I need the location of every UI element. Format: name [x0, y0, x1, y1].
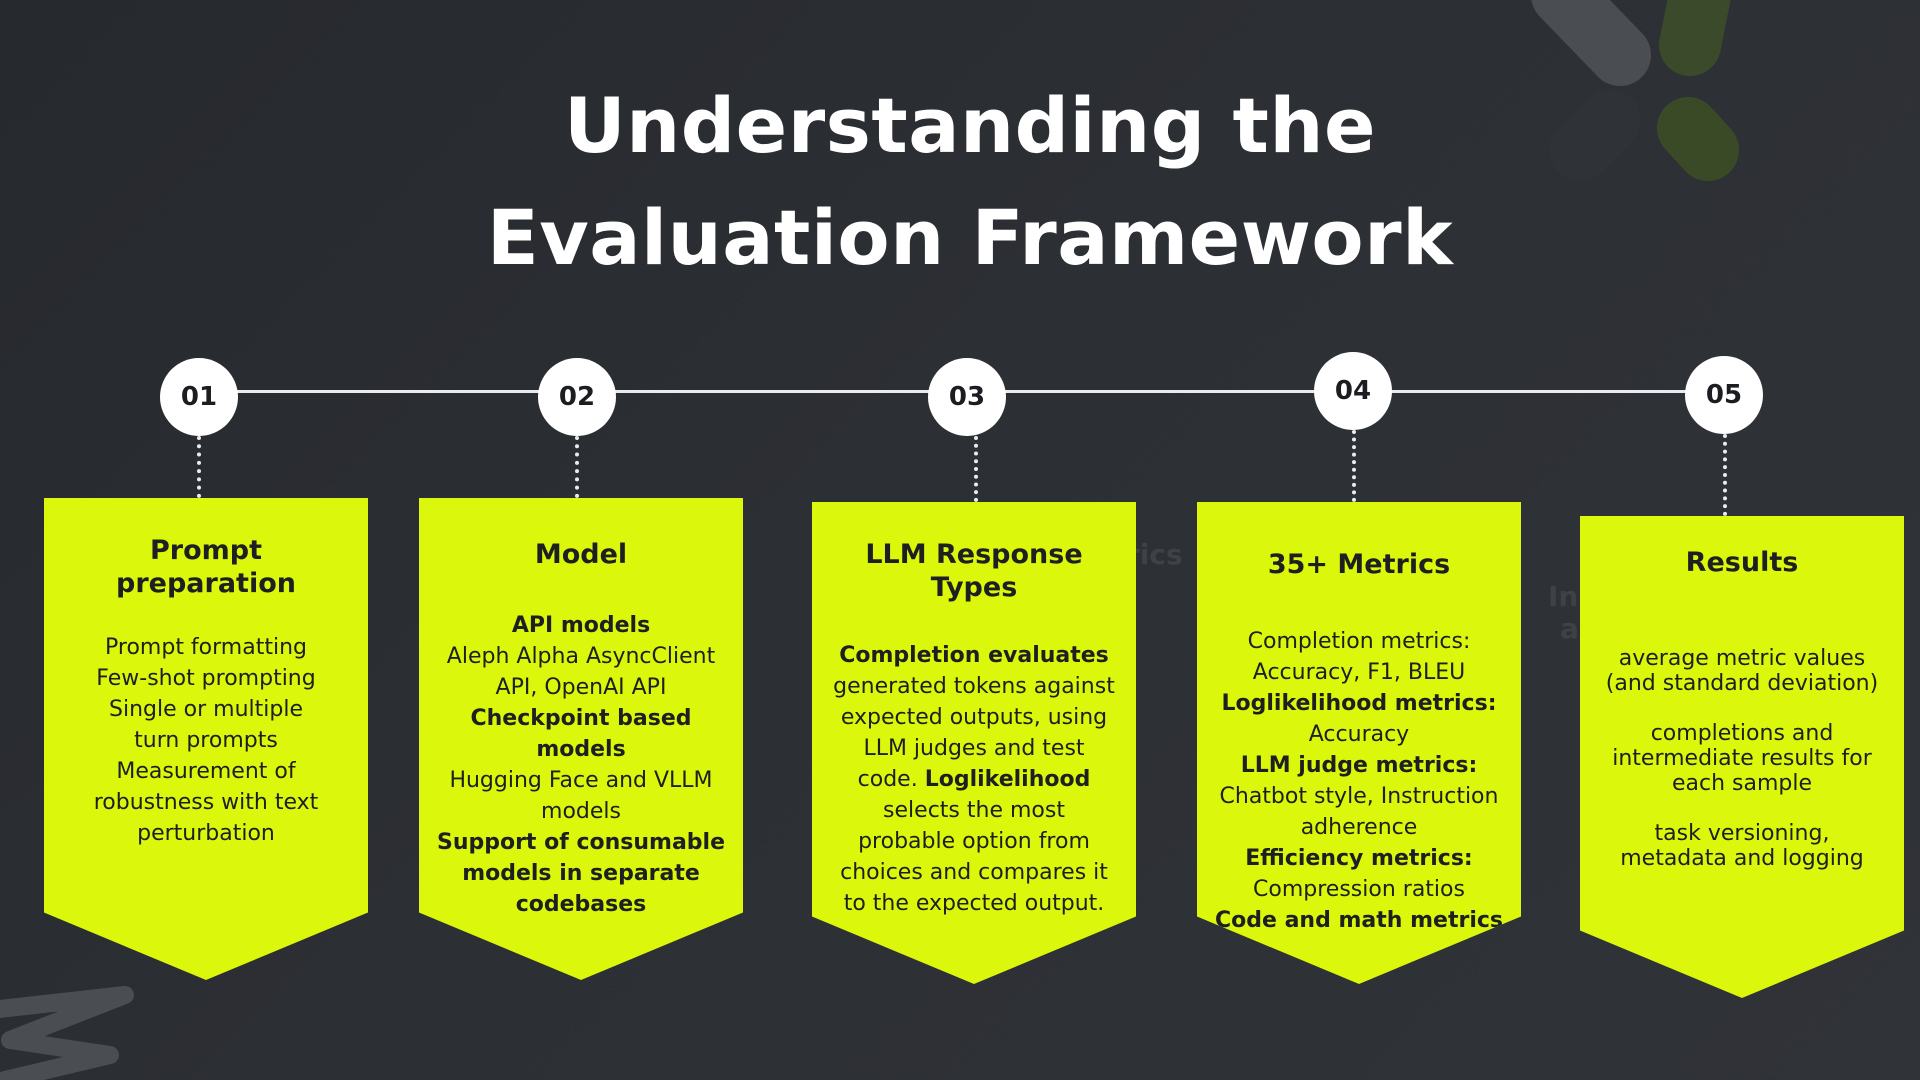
card-line: Prompt formatting — [105, 635, 307, 660]
card-line: average metric values — [1618, 646, 1866, 671]
card-line: API, OpenAI API — [495, 675, 667, 700]
step-connector-03 — [974, 436, 978, 502]
card-line: Accuracy, F1, BLEU — [1252, 660, 1466, 685]
card-line: each sample — [1671, 771, 1813, 796]
card-line: LLM judges and test — [863, 736, 1085, 761]
card-line: Hugging Face and VLLM — [449, 768, 713, 793]
card-line: generated tokens against — [833, 674, 1115, 699]
card-paragraph: completions and intermediate results for… — [1590, 721, 1894, 796]
background-text-fragment: a — [1560, 612, 1579, 645]
card-line: models in separate — [462, 861, 700, 886]
card-line: Compression ratios — [1253, 877, 1465, 902]
card-paragraph: task versioning, metadata and logging — [1590, 821, 1894, 871]
card-body: Completion metrics: Accuracy, F1, BLEU L… — [1207, 626, 1511, 936]
background-text-fragment: In — [1548, 580, 1579, 613]
card-line: turn prompts — [134, 728, 278, 753]
card-line: perturbation — [137, 821, 275, 846]
step-connector-04 — [1352, 430, 1356, 502]
step-number-01: 01 — [160, 358, 238, 436]
card-line: completions and — [1650, 721, 1834, 746]
card-line: to the expected output. — [843, 891, 1105, 916]
card-line: codebases — [515, 892, 647, 917]
card-title: Prompt preparation — [116, 535, 296, 599]
card-line: intermediate results for — [1612, 746, 1872, 771]
scribble-decoration — [0, 986, 134, 1080]
card-line: (and standard deviation) — [1605, 671, 1879, 696]
step-number-02: 02 — [538, 358, 616, 436]
card-line: probable option from — [858, 829, 1090, 854]
card-line: Checkpoint based — [470, 706, 692, 731]
card-line: Completion evaluates — [839, 643, 1109, 668]
title-line-1: Understanding the — [563, 81, 1377, 170]
card-body: Completion evaluates generated tokens ag… — [822, 640, 1126, 919]
card-line-part: code. — [857, 767, 918, 792]
step-card-metrics: 35+ Metrics Completion metrics: Accuracy… — [1197, 502, 1521, 984]
card-line: code. Loglikelihood — [822, 764, 1126, 795]
card-line: Efficiency metrics: — [1245, 846, 1473, 871]
step-number-05: 05 — [1685, 356, 1763, 434]
card-line: API models — [511, 613, 651, 638]
card-line: Aleph Alpha AsyncClient — [446, 644, 716, 669]
card-title: LLM Response Types — [865, 539, 1083, 603]
card-line: Single or multiple — [109, 697, 303, 722]
step-connector-05 — [1723, 434, 1727, 516]
step-card-model: Model API models Aleph Alpha AsyncClient… — [419, 498, 743, 980]
page-title: Understanding the Evaluation Framework — [0, 70, 1920, 294]
card-title: 35+ Metrics — [1267, 549, 1451, 580]
card-line: LLM judge metrics: — [1240, 753, 1478, 778]
card-line: models — [541, 799, 621, 824]
card-line: Few-shot prompting — [96, 666, 316, 691]
card-line: Measurement of — [116, 759, 296, 784]
step-connector-02 — [575, 436, 579, 498]
card-line: Code and math metrics — [1215, 908, 1503, 933]
title-line-2: Evaluation Framework — [486, 193, 1454, 282]
card-body: average metric values (and standard devi… — [1590, 646, 1894, 896]
card-line: Accuracy — [1308, 722, 1410, 747]
card-paragraph: average metric values (and standard devi… — [1590, 646, 1894, 696]
card-line: selects the most — [883, 798, 1065, 823]
card-title: Results — [1685, 547, 1799, 578]
card-line-part: Loglikelihood — [924, 767, 1091, 792]
card-line: expected outputs, using — [840, 705, 1108, 730]
step-connector-01 — [197, 436, 201, 498]
card-line: choices and compares it — [840, 860, 1108, 885]
step-number-03: 03 — [928, 358, 1006, 436]
card-line: Completion metrics: — [1247, 629, 1471, 654]
card-line: robustness with text — [93, 790, 319, 815]
card-title: Model — [534, 539, 628, 570]
step-card-llm-response-types: LLM Response Types Completion evaluates … — [812, 502, 1136, 984]
card-body: API models Aleph Alpha AsyncClient API, … — [429, 610, 733, 920]
step-number-04: 04 — [1314, 352, 1392, 430]
card-line: metadata and logging — [1620, 846, 1864, 871]
card-line: Loglikelihood metrics: — [1221, 691, 1497, 716]
card-line: task versioning, — [1654, 821, 1830, 846]
step-card-results: Results average metric values (and stand… — [1580, 516, 1904, 998]
card-line: models — [536, 737, 626, 762]
card-line: Support of consumable — [436, 830, 726, 855]
card-body: Prompt formatting Few-shot prompting Sin… — [54, 632, 358, 849]
step-card-prompt-preparation: Prompt preparation Prompt formatting Few… — [44, 498, 368, 980]
card-line: adherence — [1300, 815, 1418, 840]
card-line: Chatbot style, Instruction — [1219, 784, 1499, 809]
